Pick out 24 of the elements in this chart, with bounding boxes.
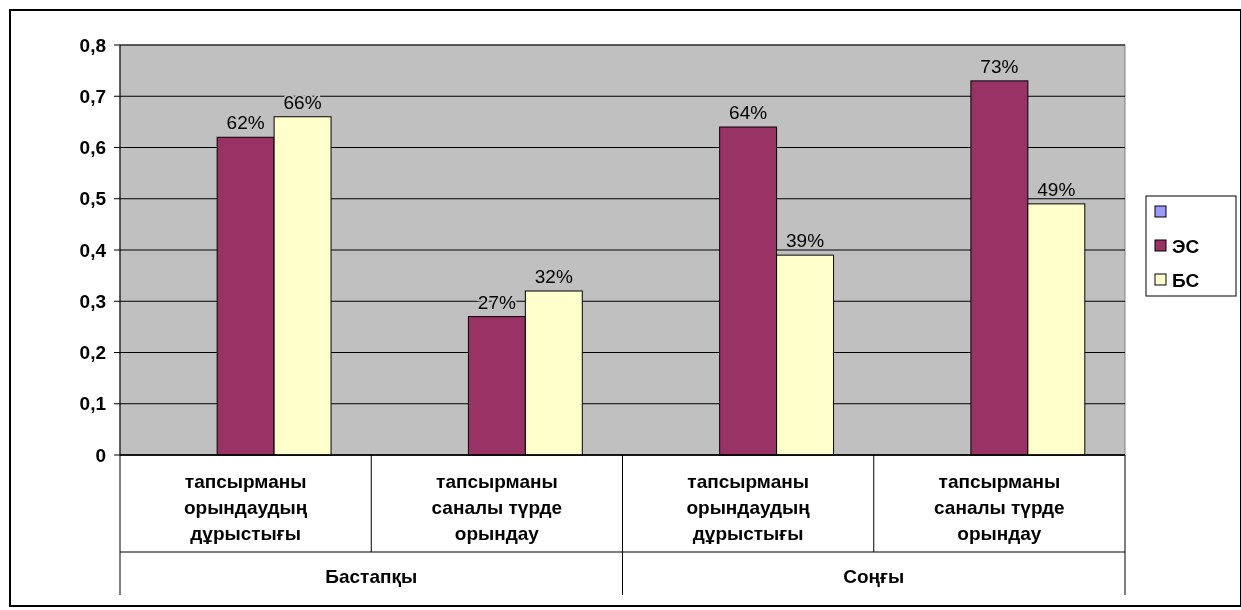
- data-label: 64%: [729, 102, 768, 123]
- data-label: 49%: [1037, 178, 1076, 200]
- y-tick-label: 0,1: [79, 393, 107, 415]
- x-tick-label: тапсырманы орындаудың дұрыстығы: [686, 471, 811, 544]
- x-tick-label: тапсырманы саналы түрде орындау: [431, 471, 563, 544]
- y-tick-label: 0,7: [79, 85, 106, 107]
- data-label: 62%: [226, 112, 265, 134]
- data-label: 39%: [786, 230, 825, 252]
- data-label: 32%: [534, 266, 573, 287]
- y-tick-label: 0,3: [79, 290, 106, 312]
- y-tick-label: 0,4: [79, 239, 107, 261]
- data-label: 73%: [980, 55, 1019, 77]
- y-tick-label: 0,2: [79, 342, 106, 364]
- y-tick-label: 0,8: [79, 34, 106, 56]
- x-tick-label: тапсырманы орындаудың дұрыстығы: [183, 471, 308, 544]
- y-tick-label: 0,6: [79, 137, 106, 159]
- text: Соңғы: [843, 566, 905, 587]
- y-tick-label: 0: [95, 444, 106, 466]
- y-tick-label: 0,5: [79, 188, 107, 210]
- legend-label: ЭС: [1172, 235, 1200, 257]
- x-tick-label: тапсырманы саналы түрде орындау: [934, 471, 1065, 544]
- text: Бастапқы: [325, 566, 418, 587]
- legend-label: БС: [1172, 269, 1200, 291]
- data-label: 66%: [283, 91, 322, 113]
